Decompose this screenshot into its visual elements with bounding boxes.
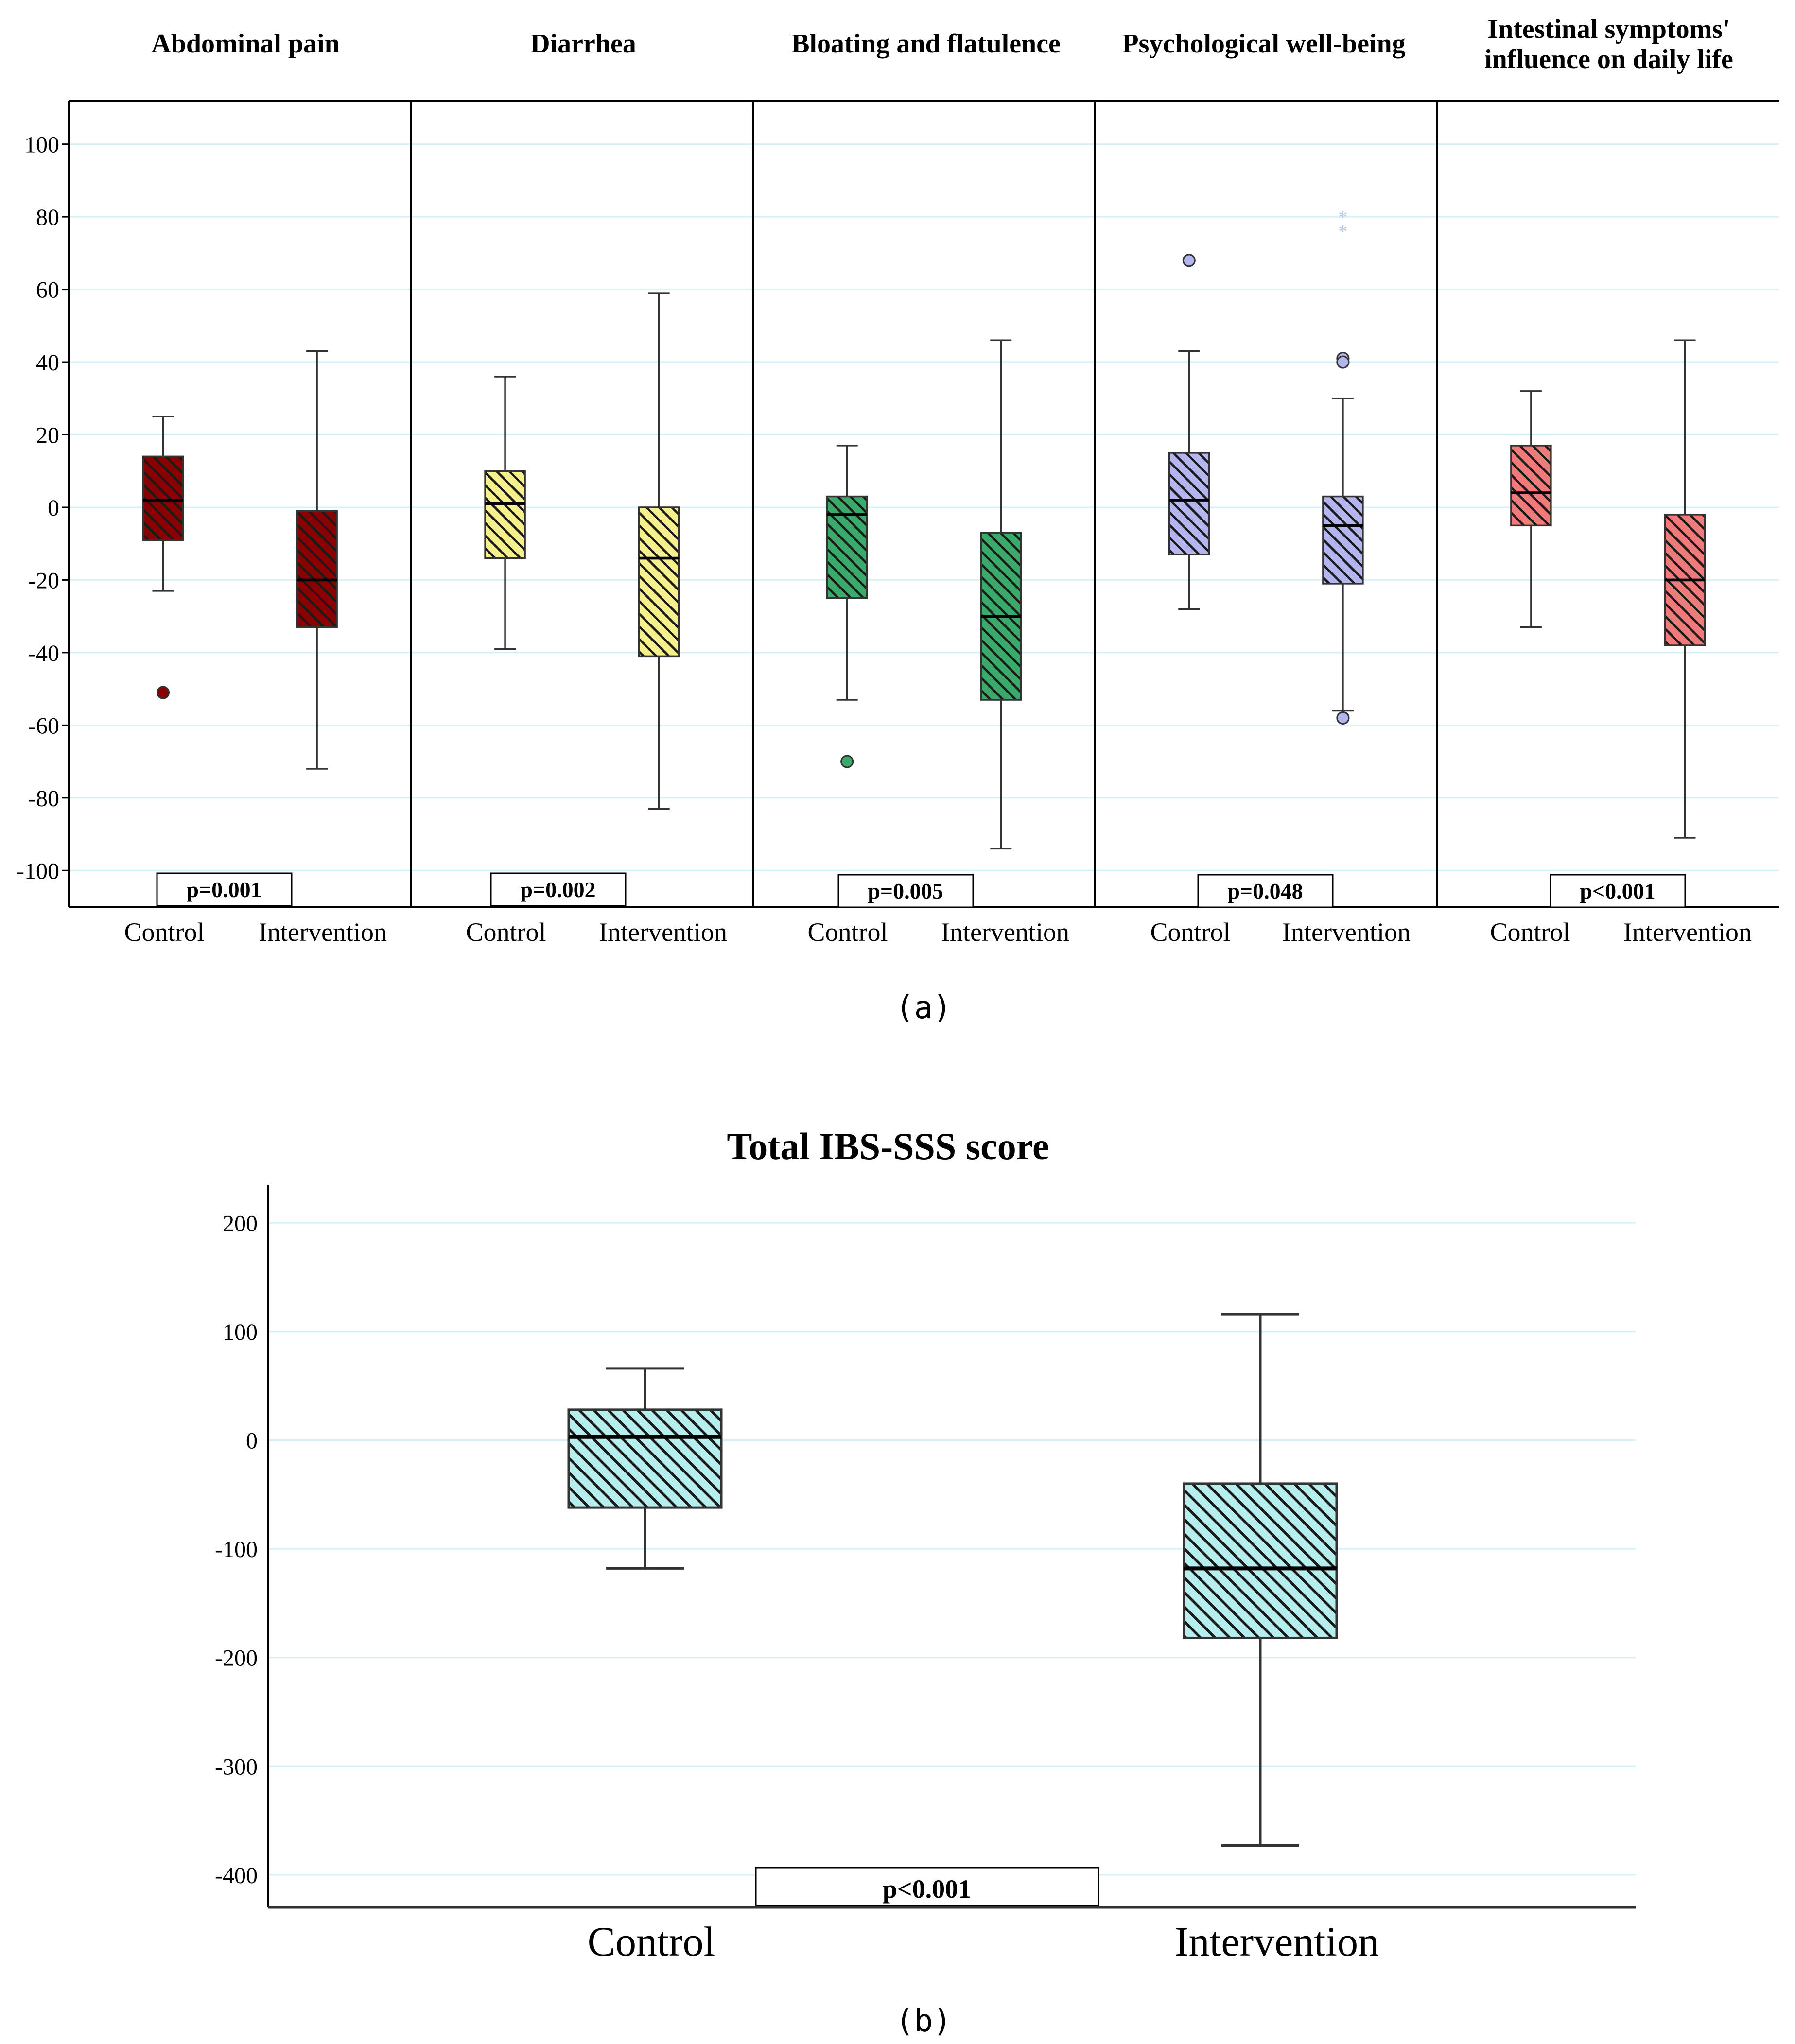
x-category-label: Control xyxy=(124,918,204,947)
b-boxes xyxy=(567,1313,1338,1847)
a-y-tick-label: 80 xyxy=(36,205,59,230)
x-category-label: Control xyxy=(807,918,888,947)
b-y-tick-label: -400 xyxy=(215,1863,258,1888)
a-x-axis-labels: Control Intervention Control Interventio… xyxy=(124,918,1751,947)
panel-3-boxes: ** xyxy=(1168,207,1364,725)
panel-4-boxes xyxy=(1510,339,1706,839)
box-iqr xyxy=(1168,452,1210,555)
p-value-box xyxy=(156,872,293,907)
b-y-axis: 200 100 0 -100 -200 -300 -400 xyxy=(215,1211,258,1888)
b-y-tick-label: -300 xyxy=(215,1754,258,1780)
a-y-axis: 100 80 60 40 20 0 -20 -40 -60 -80 -100 xyxy=(17,132,59,884)
a-panel-titles: Abdominal pain Diarrhea Bloating and fla… xyxy=(151,14,1733,74)
a-boxes: ** xyxy=(142,207,1706,850)
panel-title: influence on daily life xyxy=(1484,44,1733,74)
caption-a: (a) xyxy=(895,990,952,1026)
a-y-tick-label: 60 xyxy=(36,277,59,303)
box-group-control xyxy=(484,376,526,650)
x-category-label: Control xyxy=(1150,918,1230,947)
p-value-label: p=0.048 xyxy=(1227,879,1303,903)
outlier-point xyxy=(156,686,170,699)
a-p-values: p=0.001 p=0.002 p=0.005 p=0.048 p<0.001 xyxy=(156,872,1686,908)
a-y-tick-label: -80 xyxy=(28,786,59,812)
box-group-control xyxy=(142,416,184,699)
box-group-intervention: ** xyxy=(1322,207,1364,725)
x-category-label: Intervention xyxy=(1282,918,1411,947)
p-value-label: p<0.001 xyxy=(1580,879,1655,903)
outlier-point xyxy=(1182,254,1196,267)
a-y-tick-label: -60 xyxy=(28,713,59,739)
b-y-tick-label: 100 xyxy=(223,1319,258,1345)
a-y-tick-label: -40 xyxy=(28,641,59,666)
box-group-control xyxy=(1510,390,1552,628)
p-value-label: p=0.002 xyxy=(520,877,595,902)
panel-title: Psychological well-being xyxy=(1122,29,1405,59)
box-group-intervention xyxy=(1183,1313,1338,1847)
box-iqr xyxy=(296,510,338,628)
box-iqr xyxy=(1322,495,1364,585)
x-category-label: Intervention xyxy=(1623,918,1752,947)
x-category-label: Control xyxy=(1490,918,1570,947)
p-value-label: p=0.005 xyxy=(868,879,943,903)
p-value-label: p<0.001 xyxy=(883,1874,971,1904)
panel-1-boxes xyxy=(484,292,680,810)
box-iqr xyxy=(638,506,680,658)
caption-b: (b) xyxy=(895,2003,952,2039)
box-iqr xyxy=(484,470,526,559)
a-y-tick-label: -100 xyxy=(17,858,59,884)
b-gridlines xyxy=(268,1222,1636,1876)
b-y-tick-label: 200 xyxy=(223,1211,258,1236)
x-category-label: Control xyxy=(466,918,546,947)
a-gridlines xyxy=(62,143,1779,871)
b-y-tick-label: -200 xyxy=(215,1646,258,1671)
a-y-tick-label: 0 xyxy=(48,495,59,521)
box-group-control xyxy=(1168,254,1210,610)
box-iqr xyxy=(567,1408,723,1509)
x-category-label: Intervention xyxy=(1175,1918,1379,1965)
p-value-label: p=0.001 xyxy=(186,877,261,902)
x-category-label: Intervention xyxy=(599,918,727,947)
a-y-tick-label: 40 xyxy=(36,350,59,376)
a-y-tick-label: 100 xyxy=(24,132,59,158)
p-value-box xyxy=(1197,874,1334,908)
box-group-intervention xyxy=(1664,339,1706,839)
outlier-point xyxy=(1336,355,1350,369)
x-category-label: Intervention xyxy=(941,918,1069,947)
panel-title: Bloating and flatulence xyxy=(791,29,1061,59)
b-y-tick-label: -100 xyxy=(215,1537,258,1562)
x-category-label: Intervention xyxy=(259,918,387,947)
p-value-box xyxy=(837,874,974,908)
panel-title: Intestinal symptoms' xyxy=(1487,14,1730,44)
chart-a: 100 80 60 40 20 0 -20 -40 -60 -80 -100 A… xyxy=(17,14,1779,1026)
box-iqr xyxy=(1510,445,1552,527)
box-group-intervention xyxy=(638,292,680,810)
box-iqr xyxy=(142,455,184,541)
box-iqr xyxy=(826,495,868,599)
p-value-box xyxy=(490,872,627,907)
box-group-intervention xyxy=(980,339,1022,850)
outlier-point xyxy=(1336,711,1350,725)
outlier-point xyxy=(840,755,854,768)
outlier-star: * xyxy=(1338,207,1347,227)
a-y-tick-label: -20 xyxy=(28,568,59,593)
b-y-tick-label: 0 xyxy=(246,1428,258,1454)
box-group-control xyxy=(826,445,868,768)
p-value-box xyxy=(755,1867,1099,1906)
panel-0-boxes xyxy=(142,350,338,770)
a-y-tick-label: 20 xyxy=(36,423,59,449)
b-axes xyxy=(267,1185,1636,1909)
box-iqr xyxy=(1183,1482,1338,1639)
box-group-control xyxy=(567,1367,723,1570)
panel-title: Diarrhea xyxy=(530,29,636,59)
box-group-intervention xyxy=(296,350,338,770)
x-category-label: Control xyxy=(588,1918,715,1965)
chart-b: Total IBS-SSS score 200 100 0 -100 -200 … xyxy=(215,1125,1636,2039)
chart-b-title: Total IBS-SSS score xyxy=(727,1125,1049,1167)
outlier-star: * xyxy=(1338,222,1347,242)
p-value-box xyxy=(1550,874,1686,908)
panel-2-boxes xyxy=(826,339,1022,850)
panel-title: Abdominal pain xyxy=(151,29,340,59)
